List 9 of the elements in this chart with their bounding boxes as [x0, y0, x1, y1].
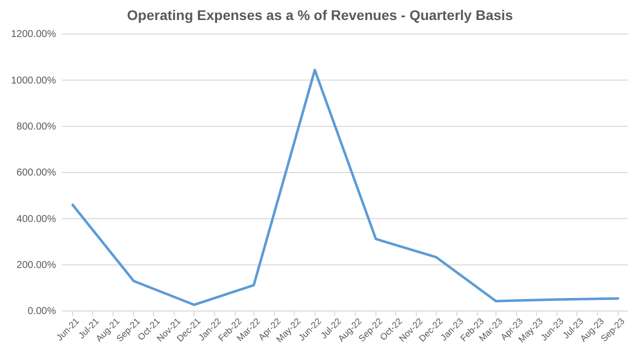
- line-series: [71, 68, 620, 306]
- y-tick-label: 800.00%: [16, 122, 56, 133]
- y-tick-label: 1000.00%: [10, 75, 56, 86]
- y-tick-label: 200.00%: [16, 260, 56, 272]
- y-tick-label: 1200.00%: [10, 29, 56, 40]
- y-tick-label: 400.00%: [16, 214, 56, 225]
- chart-title: Operating Expenses as a % of Revenues - Quarterly Basis: [127, 7, 514, 23]
- y-tick-label: 600.00%: [16, 168, 56, 179]
- y-tick-label: 0.00%: [28, 306, 56, 318]
